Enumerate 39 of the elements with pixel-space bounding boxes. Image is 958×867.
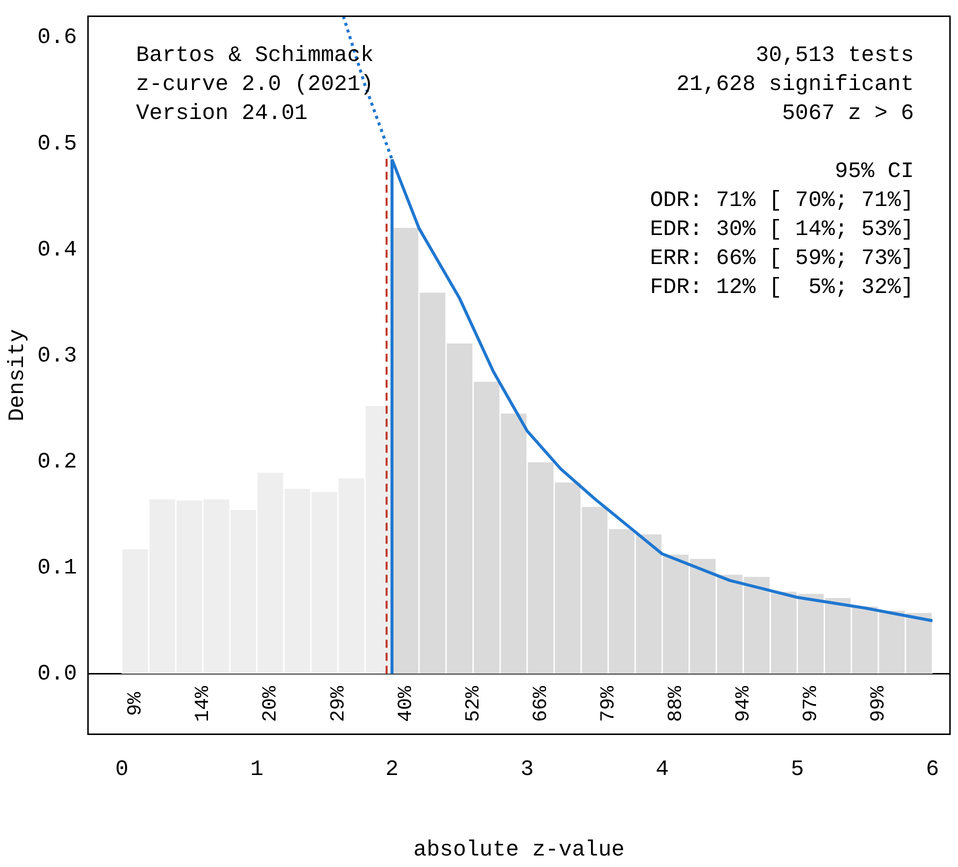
y-tick-label: 0.3 — [37, 343, 78, 368]
annotation: EDR: 30% [ 14%; 53%] — [650, 217, 914, 242]
annotation: 79% — [597, 684, 620, 722]
annotation: Version 24.01 — [136, 101, 308, 126]
annotation: 9% — [124, 690, 148, 716]
y-tick-label: 0.5 — [37, 131, 78, 156]
annotation: 52% — [462, 684, 486, 722]
y-tick-label: 0.0 — [37, 662, 78, 687]
x-tick-label: 0 — [115, 757, 128, 782]
annotation: ODR: 71% [ 70%; 71%] — [650, 188, 914, 214]
annotation: 14% — [192, 684, 216, 722]
x-tick-label: 5 — [790, 757, 804, 782]
annotation: 66% — [530, 684, 553, 722]
annotation: 95% CI — [834, 159, 914, 184]
annotation: 94% — [732, 684, 756, 722]
annotation: 20% — [260, 684, 283, 722]
annotation: Bartos & Schimmack — [136, 43, 374, 68]
y-tick-label: 0.6 — [37, 25, 78, 50]
annotation: z-curve 2.0 (2021) — [136, 72, 374, 98]
x-tick-label: 6 — [926, 757, 940, 782]
y-tick-label: 0.4 — [37, 237, 78, 262]
x-axis-title: absolute z-value — [413, 838, 625, 863]
annotation: 97% — [800, 684, 824, 722]
annotation: 40% — [394, 684, 418, 722]
annotation: 5067 z > 6 — [782, 101, 914, 126]
annotation: 99% — [868, 684, 891, 722]
y-tick-label: 0.1 — [37, 556, 78, 581]
annotation: 29% — [327, 684, 350, 722]
annotation: ERR: 66% [ 59%; 73%] — [650, 246, 914, 272]
annotation: 88% — [665, 684, 688, 722]
x-tick-label: 2 — [385, 757, 399, 782]
x-tick-label: 3 — [520, 757, 534, 782]
annotation: FDR: 12% [ 5%; 32%] — [650, 275, 914, 300]
x-tick-label: 1 — [250, 757, 264, 782]
y-axis-title: Density — [5, 328, 30, 422]
annotation: 30,513 tests — [756, 43, 914, 68]
x-tick-label: 4 — [656, 757, 669, 782]
annotation: 21,628 significant — [676, 72, 914, 98]
y-tick-label: 0.2 — [37, 449, 78, 474]
